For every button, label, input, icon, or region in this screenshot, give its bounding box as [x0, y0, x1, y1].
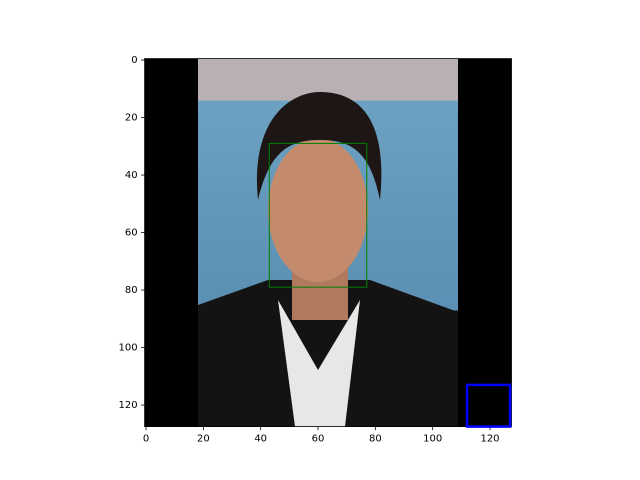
photo-hair [256, 92, 382, 200]
x-tick-label: 20 [197, 434, 210, 445]
y-tick-label: 20 [125, 113, 138, 124]
x-tick-label: 0 [143, 434, 149, 445]
photo-shirt [278, 300, 360, 427]
photo-suit [198, 280, 458, 427]
y-tick-label: 120 [119, 400, 138, 411]
x-tick-label: 80 [369, 434, 382, 445]
y-tick-label: 60 [125, 228, 138, 239]
x-tick-label: 120 [480, 434, 499, 445]
y-tick-label: 100 [119, 343, 138, 354]
photo-face [268, 138, 368, 282]
y-tick-label: 0 [131, 55, 137, 66]
bounding-box [268, 142, 368, 288]
x-tick-label: 40 [254, 434, 267, 445]
x-tick-label: 100 [423, 434, 442, 445]
axes-frame [144, 58, 512, 427]
y-tick-label: 40 [125, 170, 138, 181]
bounding-box [465, 383, 512, 428]
y-tick-label: 80 [125, 285, 138, 296]
x-tick-label: 60 [312, 434, 325, 445]
image [144, 58, 512, 427]
